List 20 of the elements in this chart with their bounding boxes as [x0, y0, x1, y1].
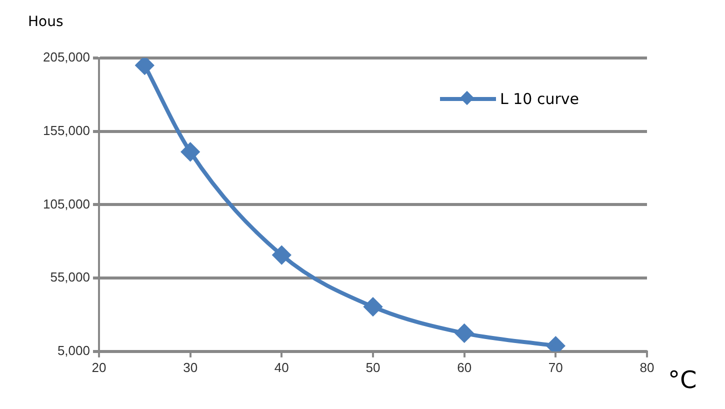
point	[272, 246, 291, 264]
point	[364, 298, 382, 316]
x-tick-label: 80	[640, 360, 654, 375]
x-tick-label: 40	[274, 360, 289, 375]
point	[455, 324, 474, 342]
x-tick-label: 60	[457, 360, 472, 375]
y-tick-label: 205,000	[42, 50, 90, 65]
point	[181, 142, 200, 161]
point	[136, 58, 154, 74]
y-axis-title: Hous	[28, 14, 64, 30]
legend-label: L 10 curve	[500, 90, 580, 108]
y-tick-label: 105,000	[42, 196, 90, 212]
x-axis-title: °C	[668, 366, 697, 394]
y-tick-label: 155,000	[42, 122, 90, 138]
x-tick-label: 50	[366, 360, 380, 375]
x-tick-label: 30	[183, 360, 198, 375]
x-tick-label: 20	[92, 360, 106, 375]
y-tick-label: 5,000	[57, 342, 90, 358]
x-tick-label: 70	[548, 360, 563, 375]
y-tick-label: 55,000	[50, 270, 90, 285]
